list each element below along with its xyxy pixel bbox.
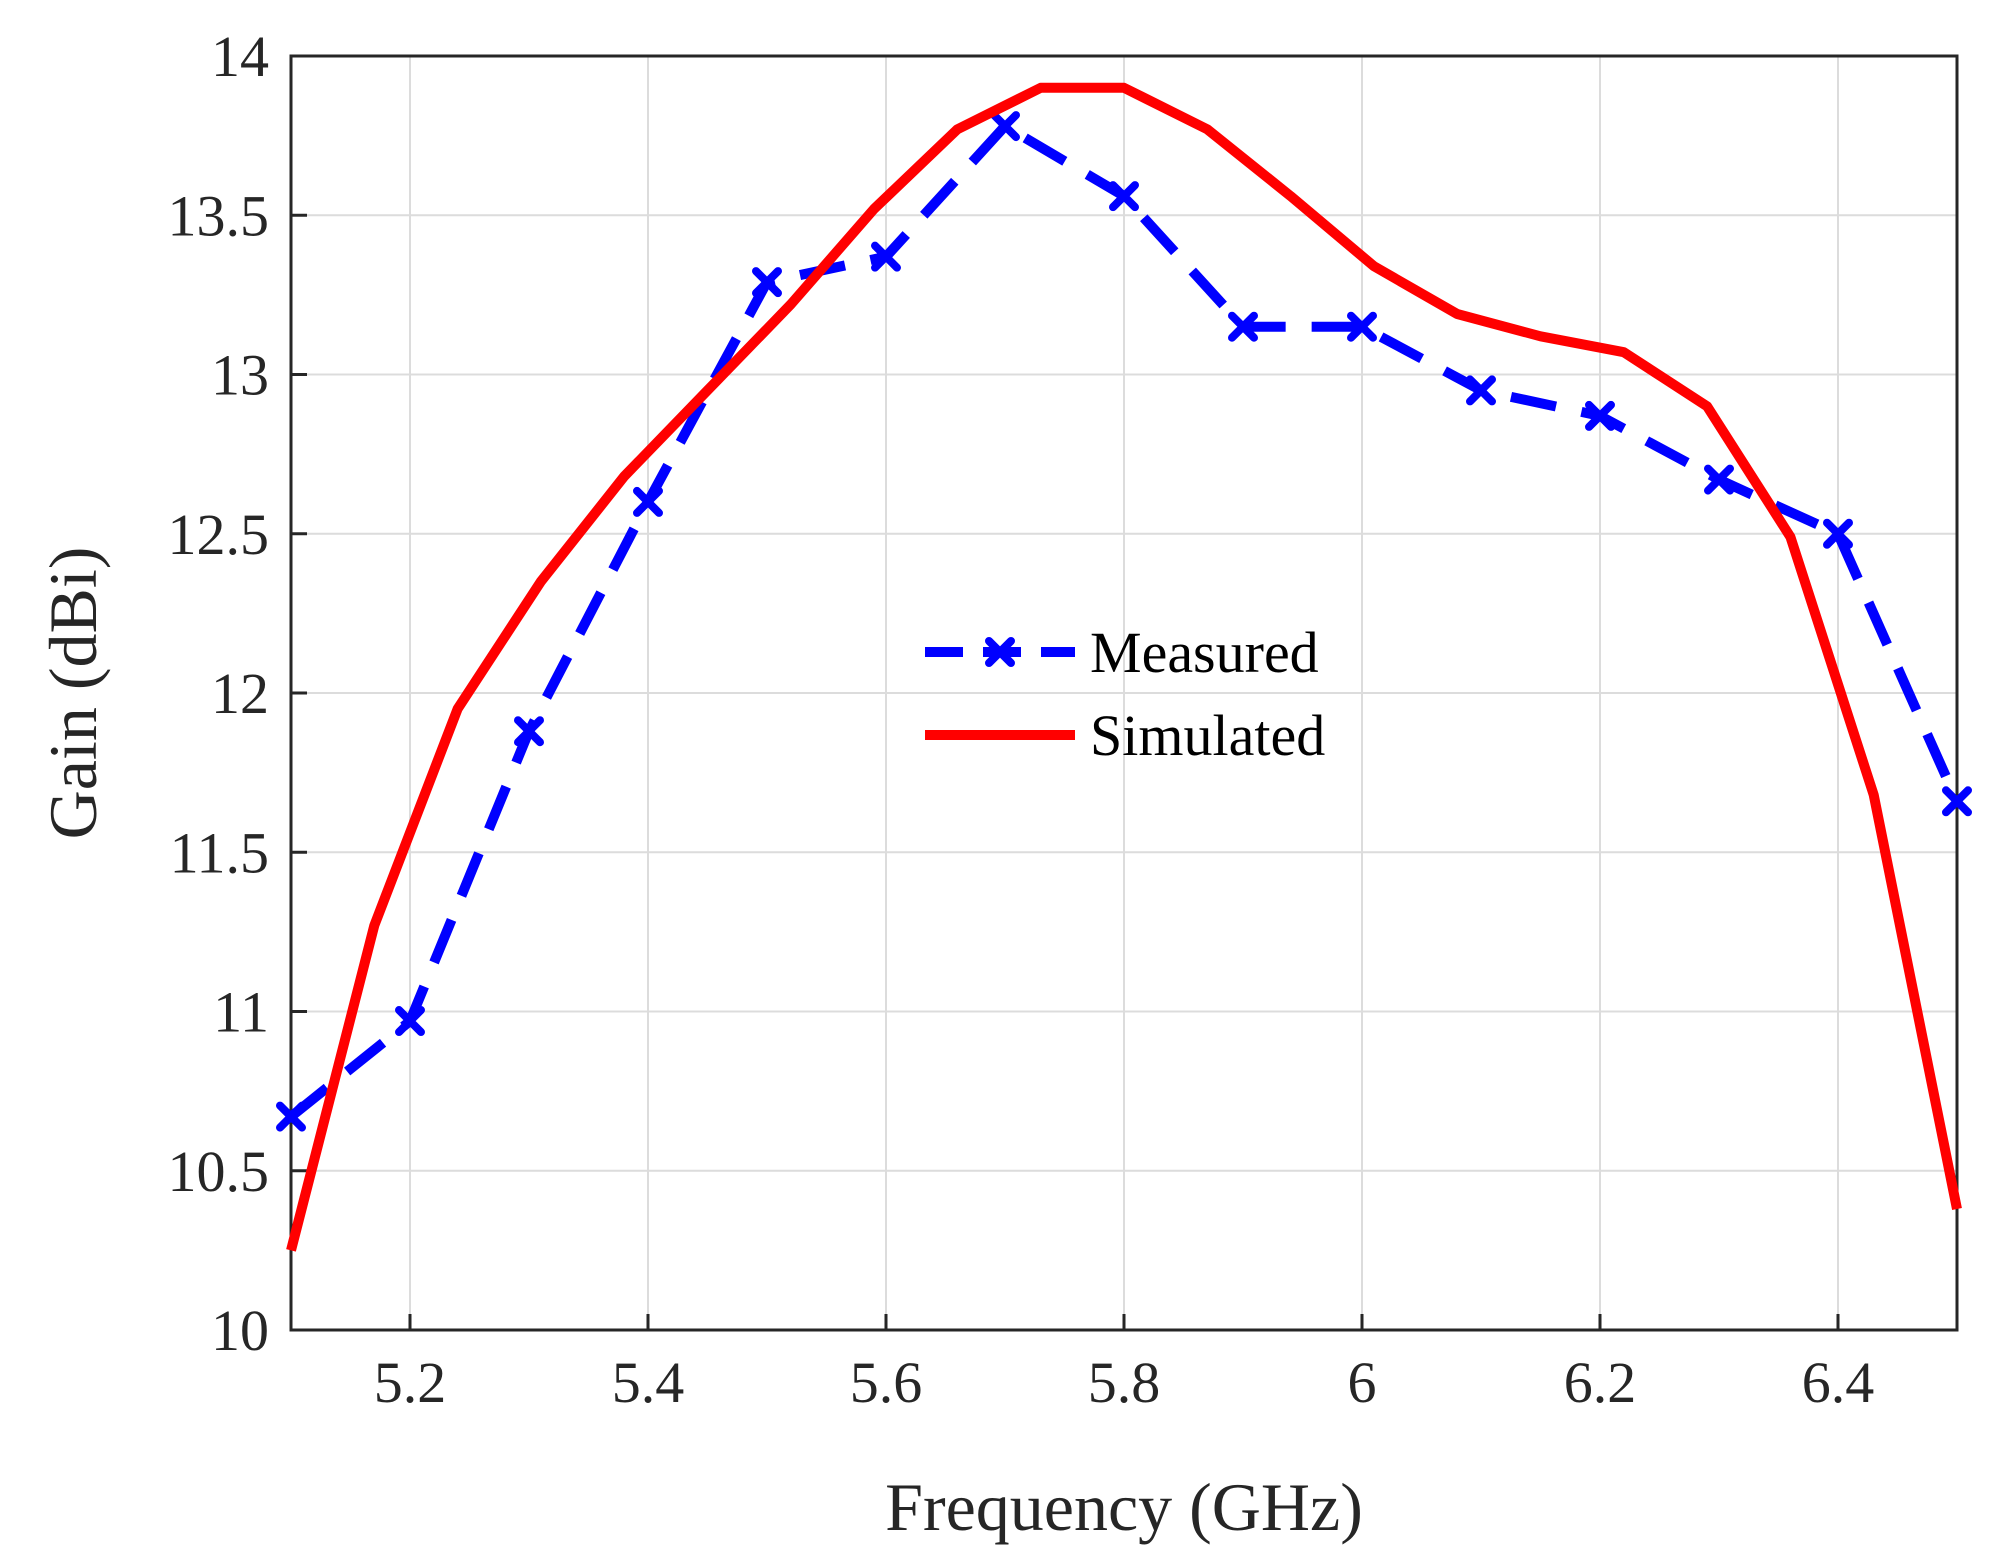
- data-point-measured: [1466, 375, 1496, 406]
- data-point-measured: [871, 241, 901, 272]
- legend-marker-measured: [985, 637, 1015, 667]
- data-point-measured: [1585, 400, 1615, 431]
- x-axis-label: Frequency (GHz): [885, 1469, 1363, 1545]
- data-point-measured: [514, 716, 544, 747]
- legend-label-measured: Measured: [1090, 620, 1319, 685]
- y-tick-label: 13.5: [168, 183, 270, 248]
- x-tick-label: 5.8: [1088, 1350, 1161, 1415]
- data-point-measured: [1347, 311, 1377, 342]
- y-tick-label: 12: [211, 661, 269, 726]
- y-tick-label: 10.5: [168, 1139, 270, 1204]
- y-axis-label: Gain (dBi): [35, 547, 111, 840]
- data-point-measured: [752, 267, 782, 298]
- series: [276, 82, 1972, 1252]
- legend: Measured Simulated: [925, 620, 1325, 768]
- y-tick-label: 10: [211, 1298, 269, 1363]
- data-point-measured: [395, 1006, 425, 1037]
- data-point-measured: [1942, 786, 1972, 817]
- legend-marker-x: [985, 637, 1015, 667]
- data-point-measured: [990, 111, 1020, 142]
- data-point-measured: [1228, 311, 1258, 342]
- data-point-measured: [633, 486, 663, 517]
- data-point-measured: [1704, 464, 1734, 495]
- x-tick-label: 6.2: [1564, 1350, 1637, 1415]
- series-line-simulated: [286, 82, 1962, 1252]
- y-tick-label: 11: [213, 980, 269, 1045]
- data-point-measured: [1823, 518, 1853, 549]
- y-tick-label: 12.5: [168, 502, 270, 567]
- x-tick-label: 6.4: [1802, 1350, 1875, 1415]
- x-tick-label: 6: [1348, 1350, 1377, 1415]
- data-point-measured: [276, 1101, 306, 1132]
- data-point-measured: [1109, 181, 1139, 212]
- x-tick-label: 5.6: [850, 1350, 923, 1415]
- y-tick-label: 14: [211, 24, 269, 89]
- ticks: 5.2 5.4 5.6 5.8 6 6.2 6.4 10 10.5 11 11.5 12 12.5 13 1…: [168, 24, 1875, 1415]
- legend-label-simulated: Simulated: [1090, 703, 1325, 768]
- grid: [291, 55, 1957, 1331]
- x-tick-label: 5.4: [612, 1350, 685, 1415]
- y-tick-label: 11.5: [170, 820, 269, 885]
- x-tick-label: 5.2: [374, 1350, 447, 1415]
- y-tick-label: 13: [211, 343, 269, 408]
